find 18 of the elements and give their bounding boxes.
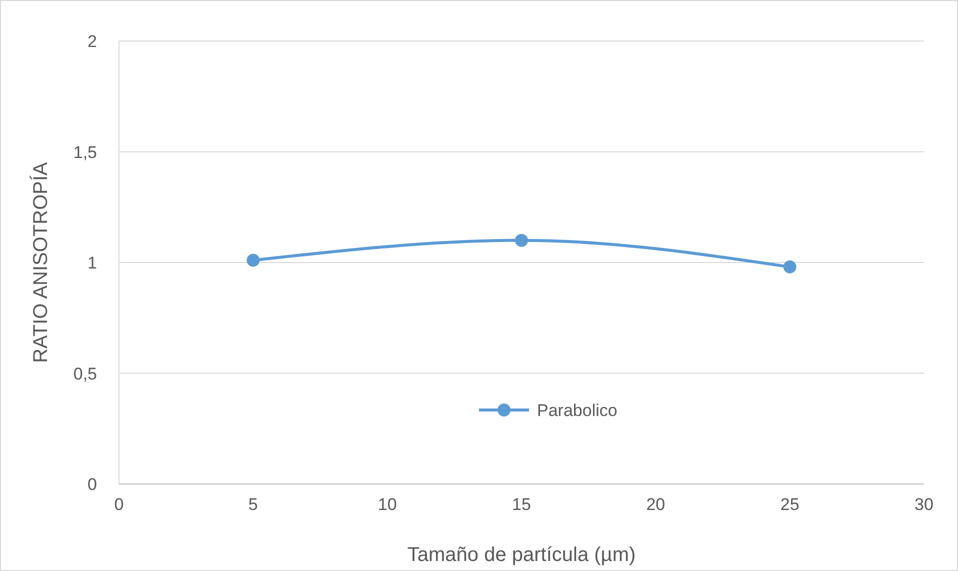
y-tick-label: 1 [88,254,97,272]
point [783,260,796,274]
y-tick-label: 0,5 [73,364,97,384]
y-axis-title: RATIO ANISOTROPÍA [29,161,52,363]
point [246,254,260,267]
x-tick-label: 30 [914,495,934,514]
x-axis-title: Tamaño de partícula (µm) [407,544,636,566]
x-tick-label: 5 [248,495,258,514]
y-tick-label: 0 [88,475,97,494]
legend-label: Parabolico [537,401,618,420]
y-tick-label: 2 [88,32,97,51]
point [515,234,528,247]
x-tick-label: 15 [512,495,531,514]
y-tick-label: 1,5 [73,142,97,162]
x-tick-label: 20 [646,495,666,514]
x-tick-label: 0 [114,495,124,514]
x-tick-label: 10 [378,495,397,514]
x-tick-label: 25 [780,495,800,514]
